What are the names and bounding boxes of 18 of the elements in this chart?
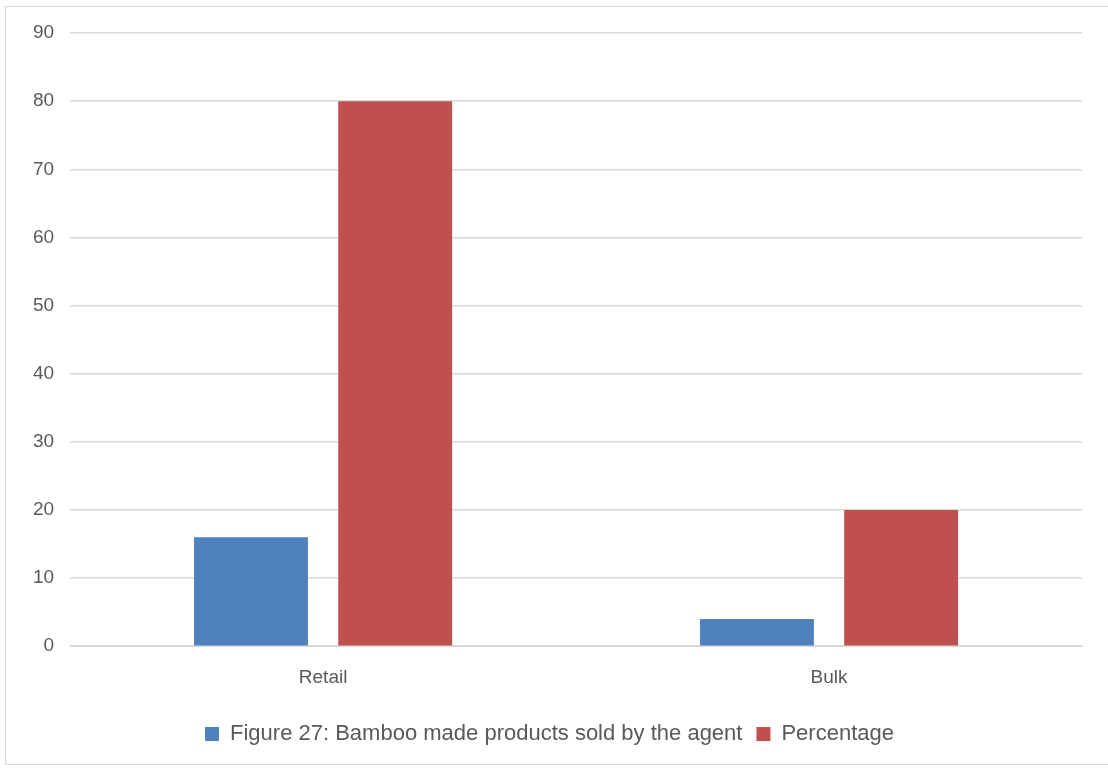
y-tick-label: 40	[32, 361, 55, 383]
y-tick-label: 50	[32, 293, 55, 315]
y-tick-label: 60	[32, 225, 55, 247]
legend-label: Figure 27: Bamboo made products sold by the agent	[230, 720, 743, 746]
y-tick-label: 80	[32, 89, 55, 111]
bar	[844, 509, 959, 646]
x-tick-label: Bulk	[810, 665, 849, 687]
y-tick-label: 70	[32, 157, 55, 179]
bar	[699, 618, 814, 646]
x-tick-label: Retail	[298, 665, 348, 687]
y-tick-label: 20	[32, 498, 55, 520]
y-tick-label: 30	[32, 430, 55, 452]
y-tick-label: 90	[32, 21, 55, 43]
bar	[338, 101, 453, 646]
y-tick-label: 0	[43, 634, 55, 656]
bar	[194, 537, 308, 646]
y-tick-label: 10	[32, 566, 55, 588]
legend-label: Percentage	[781, 720, 894, 746]
